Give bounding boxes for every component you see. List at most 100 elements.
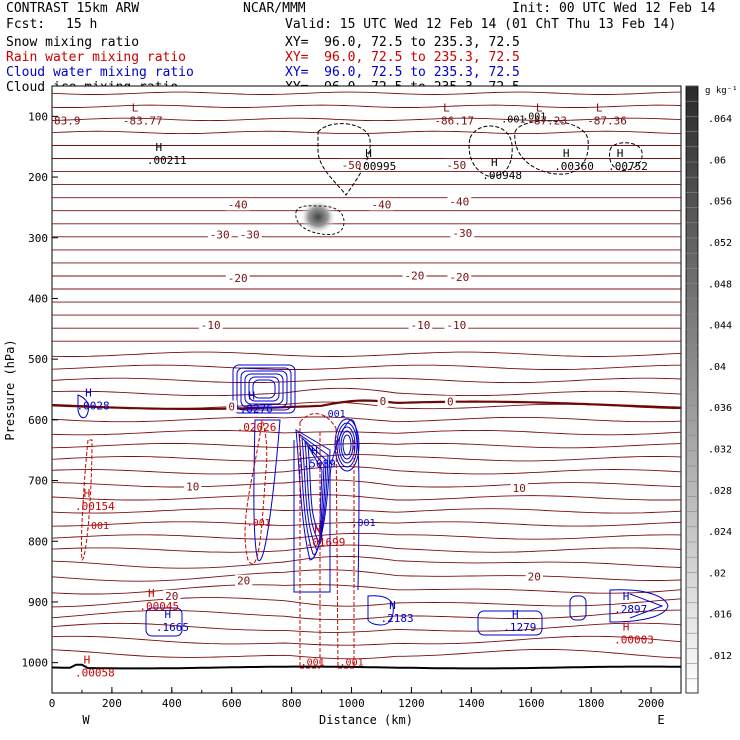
rain-contour [299,413,337,429]
temperature-label: 20 [528,570,541,583]
temperature-label: 0 [228,400,235,413]
extremum-marker: H [248,390,255,403]
colorbar-unit: g kg⁻¹ [705,86,738,96]
cloud-water-contour [298,432,329,556]
isotherm-line [51,479,682,488]
init-label: Init: 00 UTC Wed 12 Feb 14 [512,1,716,16]
temperature-label-bg [450,226,475,239]
extremum-value: .00360 [554,160,594,173]
isotherm-line [51,622,682,633]
extremum-value: .00211 [147,154,187,167]
isotherm-line [51,104,682,108]
model-title: CONTRAST 15km ARW [6,1,140,16]
extremum-value: .1665 [156,621,189,634]
x-tick-label: 1600 [518,697,545,710]
contour-value-label: .001 [85,521,109,532]
temperature-label-bg [447,271,472,284]
extremum-value: .2183 [380,612,413,625]
extremum-marker: H [311,444,318,457]
cloud-water-contour [77,394,89,419]
isotherm-line [51,521,682,527]
x-tick-label: 1000 [338,697,365,710]
org-label: NCAR/MMM [243,1,306,16]
cloud-water-contour [295,429,331,561]
temperature-label-bg [444,158,469,171]
temperature-label: -10 [201,319,221,332]
extremum-value: .00058 [75,667,115,680]
colorbar-tick-label: .012 [708,651,732,662]
temperature-label-bg [235,574,253,587]
axes: 0 200 400 600 800 1000 1200 1400 1600 1800 2000100… [22,110,665,710]
temperature-label: -40 [372,198,392,211]
field-name-rain: Rain water mixing ratio [6,50,187,65]
cloud-water-contour [477,610,543,636]
cloud-water-contour [240,370,288,408]
extremum-value: .00948 [482,169,522,182]
field-name-snow: Snow mixing ratio [6,35,140,50]
cloud-water-contour [232,364,296,414]
contour-value-label: .001 [522,111,546,122]
snow-contour [468,125,513,177]
hydrometeor-contours [77,120,669,669]
temperature-label-bg [369,198,394,211]
contour-value-label: .001 [301,658,325,669]
contour-value-label: .001 [322,409,346,420]
cloud-water-contour [334,418,360,472]
temperature-label: -30 [452,227,472,240]
isotherm-line [51,416,682,423]
extremum-marker: H [156,141,163,154]
extremum-value: .00995 [357,160,397,173]
temperature-label: 20 [237,575,250,588]
cloud-water-contour [307,445,323,544]
temperature-label: -20 [404,269,424,282]
temperature-label-bg [237,228,262,241]
extremum-value: .5089 [303,457,336,470]
fcst-value: 15 h [66,17,98,32]
y-tick-label: 300 [28,232,48,245]
colorbar-tick-label: .028 [708,486,732,497]
temperature-label-bg [225,198,250,211]
snow-contour [514,120,589,175]
extremum-marker: L [596,101,603,114]
temperature-label: 10 [186,481,199,494]
colorbar-tick-label: .052 [708,238,732,249]
colorbar-tick-label: .032 [708,445,732,456]
x-west-label: W [82,713,90,727]
cloud-water-contour [252,379,276,399]
x-tick-label: 400 [162,697,182,710]
extremum-marker: H [512,608,519,621]
temperature-label: -10 [410,319,430,332]
temperature-label-bg [339,158,364,171]
cloud-water-contour [609,589,669,623]
extremum-marker: H [623,590,630,603]
temperature-label-bg [207,228,232,241]
y-axis-label: Pressure (hPa) [3,339,17,440]
contour-value-label: .001 [340,658,364,669]
extremum-value: -87.36 [587,114,627,127]
extremum-marker: H [84,487,91,500]
isotherm-line [51,494,682,501]
colorbar-tick-label: .024 [708,527,732,538]
extremum-marker: L [132,101,139,114]
temperature-label: -50 [446,159,466,172]
extremum-marker: L [443,101,450,114]
field-xy-snow: XY= 96.0, 72.5 to 235.3, 72.5 [285,35,520,50]
cloud-water-contour [569,595,587,621]
extremum-value: .02026 [237,421,277,434]
y-tick-label: 200 [28,171,48,184]
temperature-contours [51,91,682,660]
cloud-water-contour [244,373,284,405]
isotherm-line [51,364,681,370]
temperature-label: -40 [449,195,469,208]
isotherm-line [51,597,682,608]
x-axis-label: Distance (km) [319,713,413,727]
isotherm-line [51,584,682,595]
isotherm-line [51,648,682,660]
isotherm-line [51,454,682,462]
isotherm-line [51,429,682,436]
cloud-water-contour [338,426,356,464]
extremum-marker: H [314,523,321,536]
contour-labels: -50 -50 -40 -40 -40 -30 -30 -30 -20 -20 -20 -10 -10 -… [54,101,654,679]
colorbar-tick-label: .04 [708,362,726,373]
x-tick-label: 1800 [578,697,605,710]
